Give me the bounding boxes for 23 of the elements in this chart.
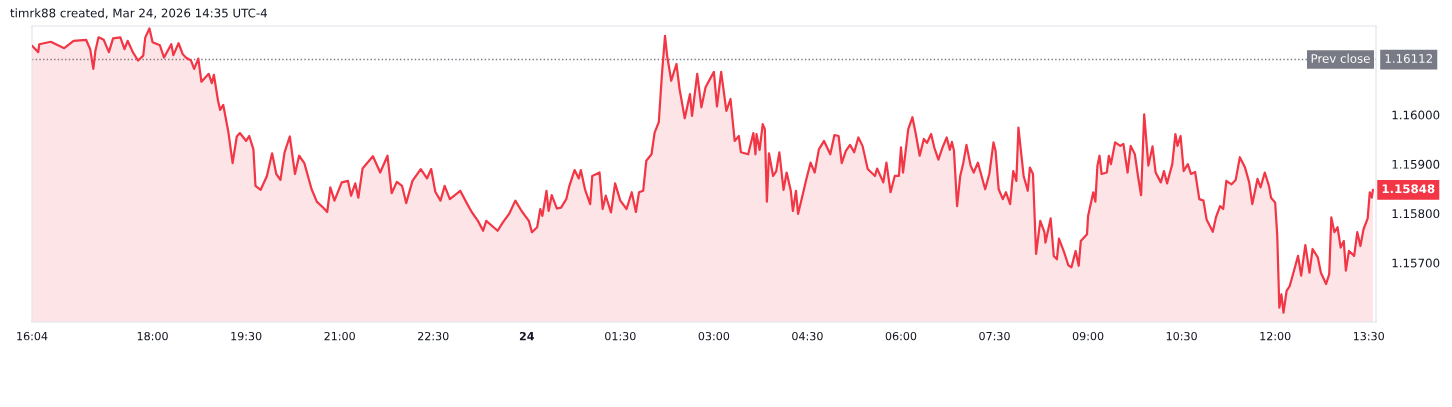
y-tick-label: 1.15800: [1392, 209, 1440, 219]
x-tick-label: 19:30: [231, 331, 262, 341]
x-tick-label: 09:00: [1072, 331, 1104, 341]
x-tick-label: 04:30: [792, 331, 823, 341]
y-tick-label: 1.15900: [1392, 159, 1440, 169]
x-tick-label: 21:00: [324, 331, 355, 341]
x-tick-label: 18:00: [137, 331, 168, 341]
chart-title: timrk88 created, Mar 24, 2026 14:35 UTC-4: [10, 8, 267, 19]
ref-line-label: Prev close: [1311, 53, 1370, 63]
x-tick-label: 01:30: [605, 331, 636, 341]
x-tick-label: 13:30: [1353, 331, 1384, 341]
x-tick-label: 12:00: [1260, 331, 1291, 341]
x-tick-label: 07:30: [979, 331, 1010, 341]
y-tick-label: 1.15700: [1392, 258, 1440, 268]
y-tick-label: 1.16000: [1392, 110, 1440, 120]
text: 1.16112: [1385, 54, 1432, 63]
x-tick-label: 10:30: [1166, 331, 1197, 341]
x-tick-label: 24: [519, 331, 534, 341]
x-tick-label: 03:00: [698, 331, 730, 341]
x-tick-label: 16:04: [17, 331, 48, 341]
x-tick-label: 22:30: [418, 331, 449, 341]
x-tick-label: 06:00: [885, 331, 917, 341]
annotation: 1.15848: [1382, 184, 1435, 194]
